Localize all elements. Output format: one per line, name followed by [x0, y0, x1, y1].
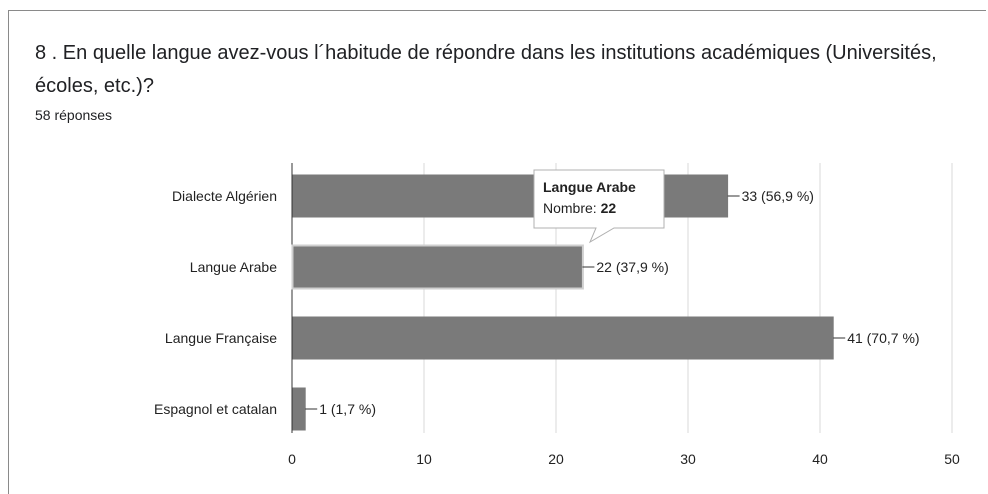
x-tick-label: 10 — [416, 451, 432, 467]
value-label: 1 (1,7 %) — [319, 401, 376, 417]
value-label: 22 (37,9 %) — [596, 259, 668, 275]
value-label: 33 (56,9 %) — [742, 188, 814, 204]
category-label: Espagnol et catalan — [154, 401, 277, 417]
x-tick-label: 0 — [288, 451, 296, 467]
labels: 0 10 20 30 40 50 Dialecte Algérien 33 (56,9 %) L… — [154, 188, 960, 467]
bar — [292, 387, 306, 431]
bar — [292, 316, 834, 360]
x-tick-label: 30 — [680, 451, 696, 467]
category-label: Dialecte Algérien — [172, 188, 277, 204]
bar — [291, 244, 584, 290]
x-tick-label: 40 — [812, 451, 828, 467]
x-tick-label: 20 — [548, 451, 564, 467]
response-count: 58 réponses — [35, 107, 113, 123]
tooltip-body: Nombre: 22 — [543, 200, 616, 216]
tooltip: Langue Arabe Nombre: 22 — [533, 169, 665, 244]
category-label: Langue Arabe — [190, 259, 277, 275]
tooltip-label: Nombre: — [543, 200, 601, 216]
x-tick-label: 50 — [944, 451, 960, 467]
question-title: 8 . En quelle langue avez-vous l´habitud… — [35, 42, 937, 97]
category-label: Langue Française — [165, 330, 277, 346]
tooltip-box — [533, 169, 665, 244]
tooltip-value: 22 — [601, 200, 617, 216]
value-label: 41 (70,7 %) — [847, 330, 919, 346]
question-card: 8 . En quelle langue avez-vous l´habitud… — [8, 10, 986, 494]
tooltip-title: Langue Arabe — [543, 179, 636, 195]
